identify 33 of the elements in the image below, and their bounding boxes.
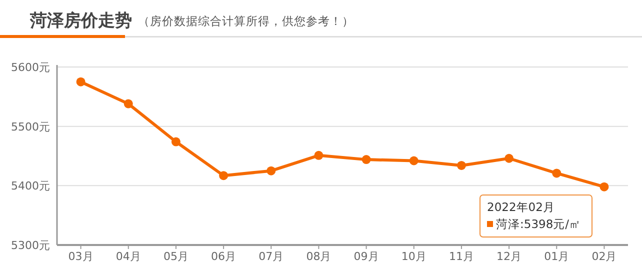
y-tick-label: 5400元	[11, 180, 50, 193]
x-tick-label: 01月	[544, 250, 570, 263]
chart-title: 菏泽房价走势	[29, 11, 132, 31]
x-tick-label: 09月	[354, 250, 379, 263]
x-tick-label: 10月	[401, 250, 426, 263]
x-tick-label: 02月	[592, 250, 617, 263]
point	[171, 137, 180, 146]
y-tick-label: 5300元	[11, 239, 50, 252]
point	[314, 150, 324, 160]
tooltip: 2022年02月 菏泽:5398元/㎡	[480, 194, 592, 238]
chart-subtitle: （房价数据综合计算所得，供您参考！）	[138, 14, 354, 28]
point	[266, 166, 276, 176]
x-tick-label: 05月	[163, 250, 188, 263]
point	[124, 99, 133, 108]
point	[504, 154, 514, 163]
y-tick-label: 5500元	[11, 120, 50, 134]
point	[600, 182, 609, 192]
point	[552, 168, 562, 178]
x-tick-label: 11月	[448, 250, 474, 263]
x-tick-label: 08月	[306, 250, 332, 263]
annotation: 菏泽:5398元/㎡	[496, 217, 582, 231]
point	[362, 155, 371, 164]
point	[409, 156, 418, 166]
x-tick-label: 12月	[496, 250, 522, 263]
x-tick-label: 03月	[68, 250, 94, 263]
point	[456, 160, 466, 170]
x-tick-label: 06月	[211, 250, 236, 263]
point	[76, 77, 86, 86]
point	[219, 171, 228, 180]
x-tick-label: 04月	[116, 250, 141, 263]
x-tick-label: 07月	[258, 250, 284, 263]
y-tick-label: 5600元	[11, 61, 50, 74]
annotation: 2022年02月	[487, 200, 555, 214]
